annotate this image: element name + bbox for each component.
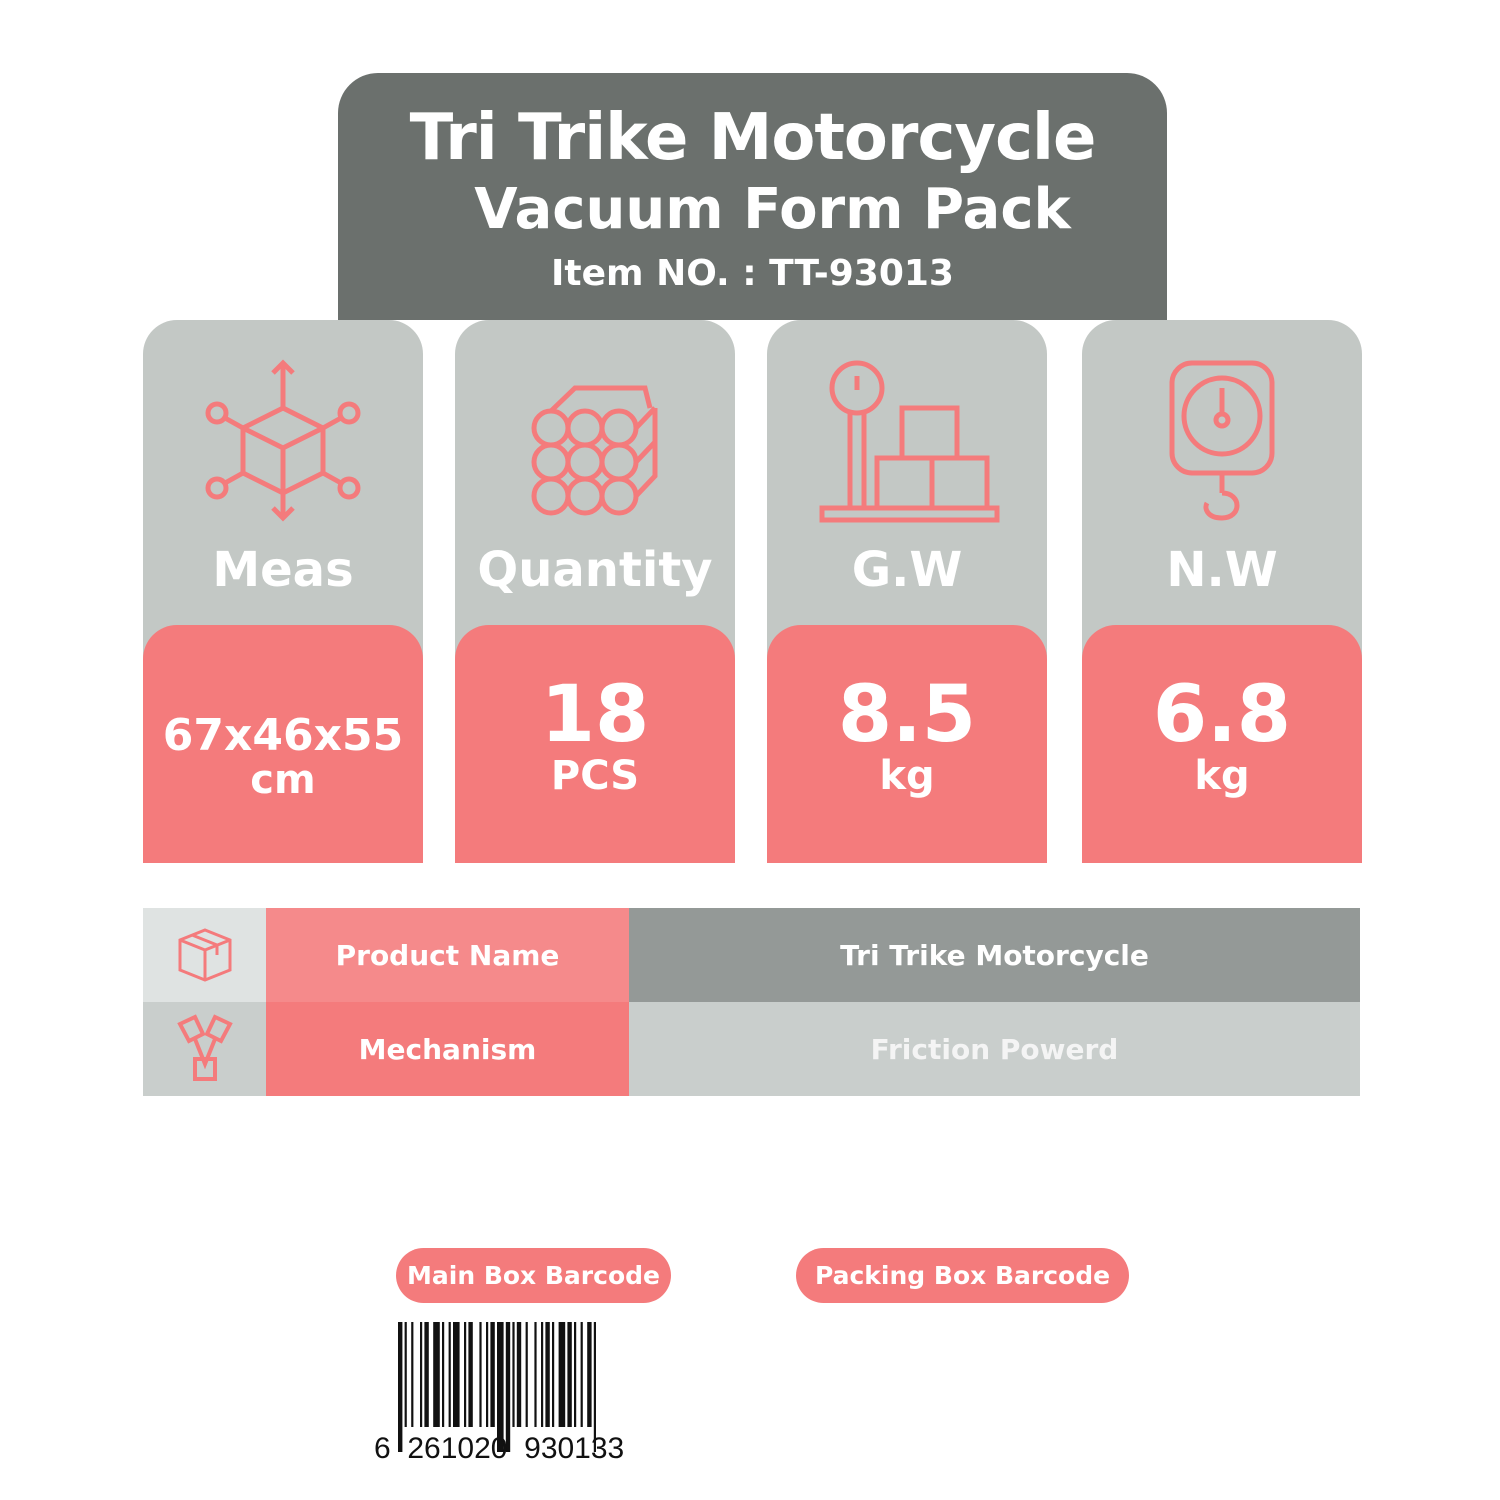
main-box-barcode-label: Main Box Barcode xyxy=(396,1248,671,1303)
barcode-bar xyxy=(398,1322,403,1452)
spec-card-quantity: Quantity 18 PCS xyxy=(455,320,735,863)
barcode-bar xyxy=(505,1322,511,1452)
spec-value-box: 6.8 kg xyxy=(1082,625,1362,863)
pistons-icon xyxy=(143,1002,266,1096)
barcode-digits: 6 261020 930133 xyxy=(374,1432,625,1465)
spec-unit: cm xyxy=(250,757,316,803)
barcode-bar xyxy=(552,1322,555,1427)
hanging-scale-icon xyxy=(1169,360,1275,521)
barcode-bar xyxy=(479,1322,482,1427)
barcode-bar xyxy=(442,1322,445,1427)
barcode-bar xyxy=(587,1322,592,1427)
spec-label: Meas xyxy=(212,542,354,598)
spec-card-meas: Meas 67x46x55 cm xyxy=(143,320,423,863)
barcode-bar xyxy=(574,1322,577,1427)
table-value: Tri Trike Motorcycle xyxy=(629,908,1360,1002)
product-title: Tri Trike Motorcycle xyxy=(409,101,1097,175)
spec-value: 18 xyxy=(540,670,650,760)
barcode-bar xyxy=(545,1322,550,1427)
barcode-bar xyxy=(433,1322,440,1427)
barcode-bar xyxy=(464,1322,467,1427)
table-row-product-name: Product Name Tri Trike Motorcycle xyxy=(143,908,1360,1002)
spec-unit: kg xyxy=(879,753,935,799)
stacked-pipes-icon xyxy=(531,385,658,516)
barcode-bar xyxy=(558,1322,566,1427)
platform-scale-icon xyxy=(819,360,1000,523)
barcode-bar xyxy=(567,1322,572,1427)
barcode-bar xyxy=(468,1322,473,1427)
barcode-bar xyxy=(541,1322,544,1427)
spec-value-box: 8.5 kg xyxy=(767,625,1047,863)
barcode-bar xyxy=(580,1322,583,1427)
barcode-bar xyxy=(497,1322,504,1452)
spec-value: 8.5 xyxy=(837,670,977,760)
barcode-bar xyxy=(525,1322,528,1427)
barcode-bar xyxy=(486,1322,489,1427)
spec-value-box: 18 PCS xyxy=(455,625,735,863)
barcode-bar xyxy=(424,1322,429,1427)
spec-label: N.W xyxy=(1166,542,1278,598)
box-icon xyxy=(143,908,266,1002)
spec-unit: kg xyxy=(1194,753,1250,799)
barcode-bar xyxy=(490,1322,495,1427)
table-label: Product Name xyxy=(266,908,629,1002)
barcode-bar xyxy=(453,1322,460,1427)
barcode-bar xyxy=(593,1322,596,1452)
table-label: Mechanism xyxy=(266,1002,629,1096)
dimensions-cube-icon xyxy=(205,359,361,522)
title-banner: Tri Trike Motorcycle Vacuum Form Pack It… xyxy=(338,73,1167,320)
barcode-bar xyxy=(534,1322,537,1427)
barcode-bar xyxy=(411,1322,414,1427)
item-number: Item NO. : TT-93013 xyxy=(551,253,954,294)
spec-card-gross-weight: G.W 8.5 kg xyxy=(767,320,1047,863)
spec-value-box: 67x46x55 cm xyxy=(143,625,423,863)
spec-label: Quantity xyxy=(477,542,713,598)
barcode-bar xyxy=(420,1322,423,1427)
barcode-bar xyxy=(448,1322,451,1427)
spec-unit: PCS xyxy=(550,753,640,799)
pack-type: Vacuum Form Pack xyxy=(474,177,1071,242)
barcode-bar xyxy=(512,1322,515,1427)
spec-value: 67x46x55 xyxy=(162,710,404,761)
spec-value: 6.8 xyxy=(1152,670,1292,760)
main-box-barcode xyxy=(398,1322,596,1452)
table-row-mechanism: Mechanism Friction Powerd xyxy=(143,1002,1360,1096)
barcode-bar xyxy=(404,1322,407,1427)
spec-card-net-weight: N.W 6.8 kg xyxy=(1082,320,1362,863)
packing-box-barcode-label: Packing Box Barcode xyxy=(796,1248,1129,1303)
spec-label: G.W xyxy=(851,542,963,598)
table-value: Friction Powerd xyxy=(629,1002,1360,1096)
barcode-bar xyxy=(516,1322,522,1427)
